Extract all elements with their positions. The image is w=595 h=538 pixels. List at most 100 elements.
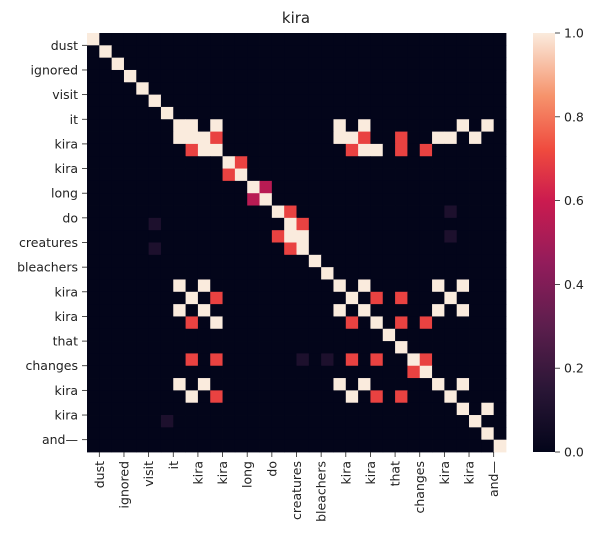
y-tick-label: long bbox=[51, 186, 78, 201]
heatmap-cell bbox=[123, 143, 137, 157]
heatmap-cell bbox=[296, 193, 310, 206]
heatmap-cell bbox=[148, 415, 162, 428]
heatmap-cell bbox=[370, 57, 384, 71]
heatmap-cell bbox=[370, 217, 384, 231]
heatmap-cell bbox=[160, 341, 174, 354]
heatmap-cell bbox=[148, 180, 162, 194]
heatmap-cell bbox=[87, 291, 100, 305]
heatmap-cell bbox=[99, 390, 113, 404]
heatmap-cell bbox=[210, 230, 223, 243]
heatmap-cell bbox=[469, 390, 482, 404]
heatmap-cell bbox=[419, 402, 433, 416]
heatmap-cell bbox=[345, 57, 359, 71]
heatmap-cell bbox=[247, 57, 260, 71]
heatmap-cell bbox=[493, 106, 507, 120]
heatmap-cell bbox=[197, 378, 211, 391]
heatmap-cell bbox=[197, 254, 211, 268]
heatmap-cell bbox=[444, 193, 458, 206]
heatmap-cell bbox=[111, 439, 125, 453]
heatmap-cell bbox=[173, 316, 186, 330]
heatmap-cell bbox=[296, 304, 310, 317]
heatmap-cell bbox=[123, 378, 137, 391]
heatmap-cell bbox=[111, 341, 125, 354]
heatmap-cell bbox=[296, 316, 310, 330]
heatmap-cell bbox=[407, 131, 421, 145]
heatmap-cell bbox=[210, 267, 223, 280]
heatmap-cell bbox=[481, 415, 495, 428]
heatmap-cell bbox=[407, 217, 421, 231]
heatmap-cell bbox=[271, 279, 285, 293]
heatmap-cell bbox=[481, 365, 495, 379]
heatmap-cell bbox=[160, 217, 174, 231]
heatmap-cell bbox=[333, 341, 347, 354]
heatmap-cell bbox=[210, 365, 223, 379]
heatmap-cell bbox=[419, 69, 433, 83]
heatmap-cell bbox=[370, 439, 384, 453]
heatmap-cell bbox=[271, 119, 285, 132]
heatmap-cell bbox=[247, 156, 260, 169]
heatmap-cell bbox=[481, 45, 495, 59]
heatmap-cell bbox=[419, 427, 433, 441]
heatmap-cell bbox=[87, 415, 100, 428]
heatmap-cell bbox=[407, 168, 421, 182]
heatmap-cell bbox=[136, 180, 150, 194]
heatmap-cell bbox=[247, 390, 260, 404]
heatmap-cell bbox=[333, 106, 347, 120]
heatmap-cell bbox=[444, 106, 458, 120]
heatmap-cell bbox=[345, 353, 359, 367]
heatmap-cell bbox=[99, 57, 113, 71]
heatmap-cell bbox=[481, 254, 495, 268]
heatmap-cell bbox=[160, 193, 174, 206]
heatmap-cell bbox=[136, 119, 150, 132]
heatmap-cell bbox=[123, 33, 137, 46]
heatmap-cell bbox=[469, 82, 482, 96]
heatmap-cell bbox=[345, 69, 359, 83]
heatmap-cell bbox=[395, 156, 408, 169]
colorbar-ticks: 0.0 0.2 0.4 0.6 0.8 1.0 bbox=[555, 26, 584, 460]
heatmap-cell bbox=[222, 217, 236, 231]
heatmap-cell bbox=[395, 33, 408, 46]
heatmap-cell bbox=[148, 402, 162, 416]
heatmap-cell bbox=[308, 82, 322, 96]
heatmap-cell bbox=[481, 180, 495, 194]
heatmap-cell bbox=[173, 415, 186, 428]
heatmap-cell bbox=[234, 378, 248, 391]
heatmap-cell bbox=[321, 304, 334, 317]
heatmap-cell bbox=[382, 316, 396, 330]
heatmap-cell bbox=[111, 378, 125, 391]
heatmap-cell bbox=[173, 279, 186, 293]
heatmap-cell bbox=[99, 328, 113, 342]
heatmap-cell bbox=[284, 254, 297, 268]
y-tick-label: that bbox=[53, 334, 78, 349]
heatmap-cell bbox=[493, 439, 507, 453]
heatmap-cell bbox=[136, 45, 150, 59]
heatmap-cell bbox=[456, 254, 470, 268]
heatmap-cell bbox=[481, 82, 495, 96]
heatmap-cell bbox=[136, 217, 150, 231]
heatmap-cell bbox=[296, 439, 310, 453]
heatmap-cell bbox=[123, 94, 137, 108]
heatmap-cell bbox=[358, 415, 371, 428]
heatmap-cell bbox=[493, 304, 507, 317]
heatmap-cell bbox=[444, 205, 458, 219]
heatmap-cell bbox=[444, 143, 458, 157]
heatmap-cell bbox=[259, 279, 273, 293]
heatmap-cell bbox=[358, 193, 371, 206]
heatmap-cell bbox=[148, 316, 162, 330]
heatmap-cell bbox=[173, 57, 186, 71]
heatmap-cell bbox=[432, 291, 445, 305]
colorbar-tick-label: 0.0 bbox=[564, 445, 584, 460]
heatmap-cell bbox=[197, 217, 211, 231]
heatmap-cell bbox=[444, 291, 458, 305]
heatmap-cell bbox=[493, 57, 507, 71]
heatmap-cell bbox=[247, 131, 260, 145]
heatmap-cell bbox=[419, 328, 433, 342]
heatmap-cell bbox=[493, 328, 507, 342]
heatmap-cell bbox=[308, 304, 322, 317]
heatmap-cell bbox=[469, 180, 482, 194]
heatmap-cell bbox=[259, 402, 273, 416]
heatmap-cell bbox=[358, 205, 371, 219]
heatmap-cell bbox=[111, 94, 125, 108]
heatmap-cell bbox=[210, 242, 223, 256]
heatmap-cell bbox=[308, 353, 322, 367]
